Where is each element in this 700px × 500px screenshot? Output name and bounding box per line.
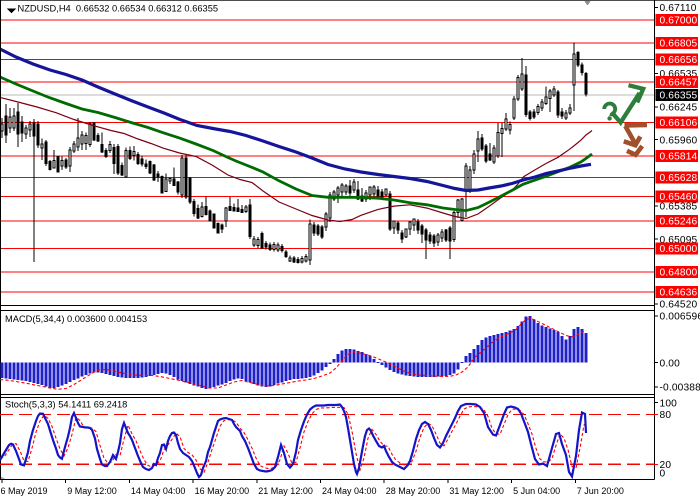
- svg-text:7 Jun 20:00: 7 Jun 20:00: [577, 486, 624, 496]
- svg-text:0.65246: 0.65246: [660, 217, 698, 228]
- svg-text:0.65960: 0.65960: [660, 135, 698, 146]
- svg-text:0.65385: 0.65385: [660, 202, 698, 213]
- svg-text:0.67000: 0.67000: [660, 16, 698, 27]
- svg-text:100: 100: [660, 398, 678, 409]
- svg-text:14 May 04:00: 14 May 04:00: [131, 486, 186, 496]
- svg-text:9 May 12:00: 9 May 12:00: [67, 486, 117, 496]
- svg-text:MACD(5,34,4) 0.003600 0.004153: MACD(5,34,4) 0.003600 0.004153: [5, 314, 147, 324]
- svg-text:0.66106: 0.66106: [660, 118, 698, 129]
- svg-text:0.64636: 0.64636: [660, 288, 698, 299]
- svg-text:21 May 12:00: 21 May 12:00: [258, 486, 313, 496]
- svg-text:24 May 04:00: 24 May 04:00: [322, 486, 377, 496]
- svg-text:NZDUSD,H4 0.66532 0.66534 0.6: NZDUSD,H4 0.66532 0.66534 0.66312 0.6635…: [18, 3, 219, 13]
- svg-text:0.66656: 0.66656: [660, 55, 698, 66]
- svg-text:0.65628: 0.65628: [660, 173, 698, 184]
- svg-text:0.65095: 0.65095: [660, 235, 698, 246]
- svg-text:28 May 20:00: 28 May 20:00: [386, 486, 441, 496]
- svg-text:0.66535: 0.66535: [660, 69, 698, 80]
- svg-text:16 May 20:00: 16 May 20:00: [195, 486, 250, 496]
- svg-text:0.65000: 0.65000: [660, 244, 698, 255]
- svg-text:5 Jun 04:00: 5 Jun 04:00: [513, 486, 560, 496]
- svg-text:0.66457: 0.66457: [660, 78, 698, 89]
- svg-text:6 May 2019: 6 May 2019: [1, 486, 48, 496]
- svg-text:31 May 12:00: 31 May 12:00: [449, 486, 504, 496]
- svg-text:80: 80: [660, 410, 672, 421]
- svg-text:20: 20: [660, 460, 672, 471]
- svg-text:0.65814: 0.65814: [660, 152, 698, 163]
- svg-text:0.65460: 0.65460: [660, 192, 698, 203]
- svg-text:Stoch(5,3,3) 54.1411 69.2418: Stoch(5,3,3) 54.1411 69.2418: [5, 400, 127, 410]
- svg-text:0.006596: 0.006596: [660, 312, 700, 323]
- svg-text:0.64520: 0.64520: [660, 300, 698, 311]
- svg-text:0.64800: 0.64800: [660, 268, 698, 279]
- svg-text:0.66245: 0.66245: [660, 103, 698, 114]
- svg-text:0: 0: [660, 469, 666, 480]
- svg-text:0.00: 0.00: [660, 358, 681, 369]
- svg-text:0.66805: 0.66805: [660, 39, 698, 50]
- svg-text:0.67110: 0.67110: [660, 3, 697, 14]
- svg-text:-0.00388: -0.00388: [660, 383, 700, 394]
- svg-text:0.66355: 0.66355: [660, 91, 698, 102]
